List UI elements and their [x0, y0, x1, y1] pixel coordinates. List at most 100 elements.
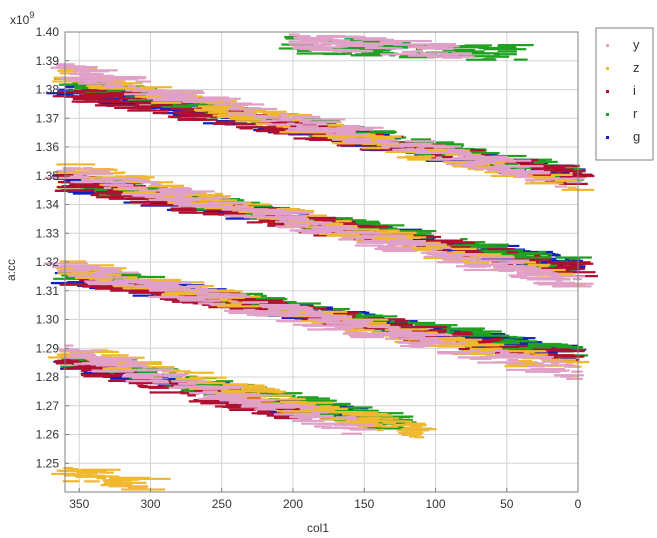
data-segment — [240, 295, 261, 298]
data-segment — [410, 238, 435, 241]
data-segment — [378, 236, 410, 239]
data-segment — [382, 249, 417, 253]
data-segment — [425, 245, 450, 248]
data-segment — [397, 341, 434, 344]
data-segment — [427, 45, 460, 48]
data-segment — [334, 326, 364, 329]
x-tick-label: 50 — [500, 497, 514, 511]
data-segment — [401, 46, 409, 49]
data-segment — [155, 281, 192, 285]
data-segment — [457, 356, 491, 359]
data-segment — [445, 162, 487, 166]
data-segment — [266, 414, 300, 417]
data-segment — [313, 128, 323, 131]
data-segment — [79, 184, 118, 187]
data-segment — [189, 376, 227, 379]
data-segment — [170, 209, 197, 212]
data-segment — [308, 138, 338, 142]
data-segment — [124, 176, 155, 179]
data-segment — [482, 58, 496, 61]
data-segment — [519, 163, 534, 166]
data-segment — [458, 340, 478, 343]
data-segment — [416, 335, 438, 338]
data-segment — [363, 37, 387, 40]
data-segment — [349, 137, 372, 140]
data-segment — [552, 354, 575, 357]
data-segment — [95, 271, 139, 274]
data-segment — [367, 135, 376, 139]
data-segment — [180, 197, 221, 200]
data-segment — [312, 221, 333, 224]
data-segment — [316, 422, 348, 425]
data-segment — [273, 413, 310, 416]
data-segment — [84, 280, 101, 283]
data-segment — [407, 321, 436, 325]
data-segment — [88, 94, 102, 97]
data-segment — [503, 255, 543, 259]
data-segment — [275, 307, 313, 310]
data-segment — [169, 107, 207, 111]
data-segment — [300, 401, 334, 404]
data-segment — [83, 356, 126, 360]
data-segment — [345, 330, 358, 333]
data-segment — [535, 369, 570, 372]
y-tick-label: 1.26 — [36, 428, 60, 442]
data-segment — [442, 327, 485, 330]
data-segment — [382, 140, 426, 144]
data-segment — [379, 139, 399, 142]
legend-item-i: i — [606, 83, 636, 98]
data-segment — [225, 404, 254, 407]
data-segment — [469, 357, 492, 360]
data-segment — [441, 257, 463, 260]
data-segment — [494, 349, 509, 352]
data-segment — [216, 380, 234, 383]
data-segment — [367, 325, 400, 329]
data-segment — [441, 55, 475, 58]
data-segment — [563, 361, 584, 364]
data-segment — [126, 197, 157, 200]
data-segment — [100, 102, 137, 105]
data-segment — [161, 370, 191, 373]
data-segment — [462, 165, 477, 168]
data-segment — [290, 309, 315, 312]
data-segment — [523, 351, 535, 354]
data-segment — [130, 200, 172, 203]
data-segment — [337, 222, 381, 225]
data-segment — [176, 102, 188, 105]
data-segment — [566, 181, 582, 184]
data-segment — [253, 110, 287, 113]
data-segment — [296, 35, 311, 38]
data-segment — [102, 279, 113, 282]
data-segment — [516, 271, 538, 274]
data-segment — [66, 273, 95, 276]
data-segment — [168, 192, 195, 195]
data-segment — [359, 148, 398, 151]
data-segment — [303, 313, 331, 316]
data-segment — [341, 432, 362, 435]
data-segment — [448, 260, 489, 264]
data-segment — [283, 125, 301, 129]
data-segment — [62, 167, 82, 170]
data-segment — [82, 166, 93, 170]
data-segment — [299, 120, 312, 123]
data-segment — [216, 289, 236, 292]
data-segment — [103, 184, 134, 187]
data-segment — [245, 208, 286, 212]
data-segment — [299, 47, 318, 51]
data-segment — [414, 436, 425, 439]
data-segment — [353, 38, 369, 41]
data-segment — [498, 269, 514, 273]
data-segment — [423, 255, 462, 258]
data-segment — [549, 275, 586, 278]
data-segment — [259, 303, 300, 307]
data-segment — [236, 126, 277, 129]
data-segment — [542, 364, 570, 367]
data-segment — [558, 173, 593, 176]
data-segment — [204, 97, 241, 100]
data-segment — [206, 394, 238, 397]
data-segment — [104, 374, 121, 377]
data-segment — [461, 253, 477, 257]
data-segment — [417, 146, 445, 150]
data-segment — [88, 277, 114, 280]
data-segment — [240, 386, 267, 389]
